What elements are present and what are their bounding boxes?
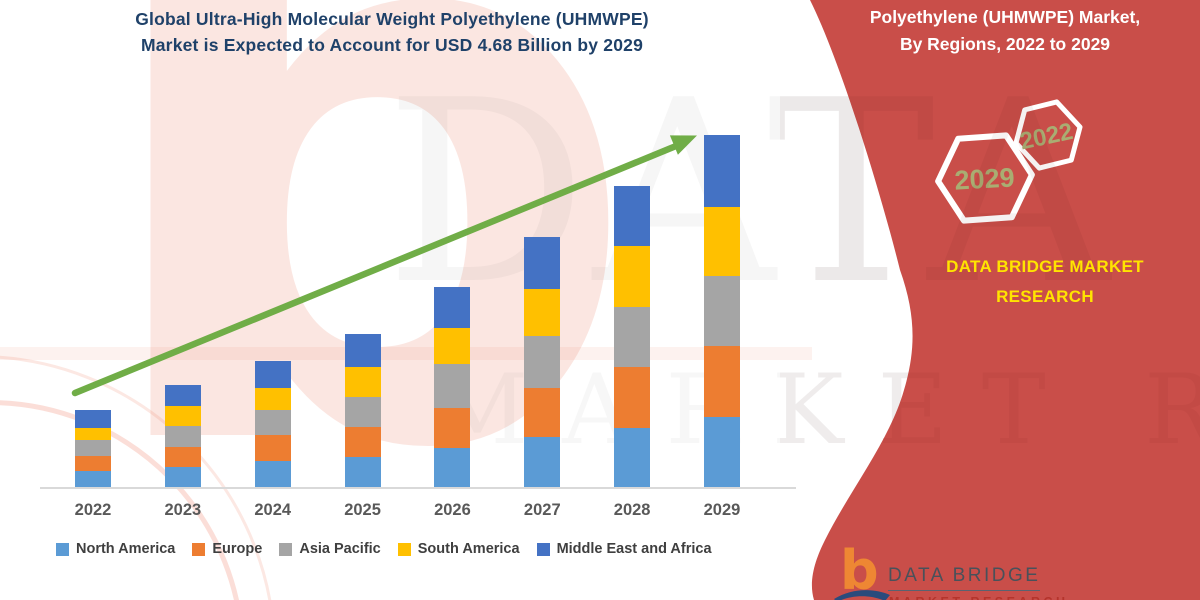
bar-2026 [434,286,471,487]
segment-2022-north-america [75,471,111,487]
brand-text-line1: DATA BRIDGE MARKET [946,257,1144,276]
segment-2024-north-america [254,461,291,487]
segment-2027-middle-east-and-africa [524,236,561,289]
brand-text: DATA BRIDGE MARKET RESEARCH [880,252,1200,312]
x-axis-label-2023: 2023 [164,501,202,519]
chart-title-line1: Global Ultra-High Molecular Weight Polye… [135,9,649,29]
bar-2025 [344,334,381,487]
x-axis-label-2022: 2022 [74,501,112,519]
side-panel: 2029 2022 [810,0,1200,600]
segment-2023-europe [164,447,201,468]
bar-2029 [703,135,740,487]
segment-2025-south-america [344,367,381,397]
logo-b-icon: b [840,539,879,600]
segment-2026-asia-pacific [434,364,471,409]
segment-2022-europe [75,456,111,472]
segment-2023-north-america [164,467,201,487]
legend-label: South America [417,541,520,557]
logo-name: DATA BRIDGE [888,565,1041,591]
side-panel-title: Polyethylene (UHMWPE) Market, By Regions… [828,4,1182,58]
legend-item-south-america: South America [397,541,520,557]
segment-2022-middle-east-and-africa [75,409,111,428]
segment-2027-north-america [524,437,561,487]
x-axis-label-2025: 2025 [344,501,381,519]
segment-2029-middle-east-and-africa [703,135,740,207]
segment-2027-south-america [524,288,561,336]
legend-label: Asia Pacific [299,541,381,557]
segment-2025-asia-pacific [344,396,381,427]
logo-subtitle: MARKET RESEARCH [889,595,1069,600]
segment-2022-asia-pacific [75,440,111,457]
legend-swatch-icon [536,542,550,556]
segment-2026-south-america [434,328,471,365]
segment-2022-south-america [75,427,111,441]
brand-text-line2: RESEARCH [996,287,1094,306]
databridge-logo: b DATA BRIDGE MARKET RESEARCH [834,544,1196,600]
segment-2028-europe [614,367,651,429]
segment-2028-asia-pacific [614,306,651,368]
x-axis-label-2028: 2028 [613,501,651,519]
segment-2028-south-america [614,245,651,307]
x-axis-line [40,487,796,489]
segment-2027-europe [524,387,561,438]
side-panel-title-line2: By Regions, 2022 to 2029 [899,34,1111,54]
legend-swatch-icon [56,542,69,556]
segment-2024-south-america [254,387,291,411]
legend-label: Europe [212,541,263,557]
segment-2023-middle-east-and-africa [164,385,201,406]
bar-2024 [254,360,291,487]
segment-2026-north-america [434,447,471,487]
side-panel-title-line1: Polyethylene (UHMWPE) Market, [869,7,1141,27]
segment-2024-middle-east-and-africa [254,360,291,388]
segment-2026-europe [434,408,471,448]
x-axis-label-2029: 2029 [703,501,741,519]
bar-2023 [164,385,201,487]
side-panel-background [810,0,1200,600]
legend-item-middle-east-and-africa: Middle East and Africa [536,541,712,557]
legend-swatch-icon [397,542,411,556]
chart-title: Global Ultra-High Molecular Weight Polye… [0,6,784,58]
bar-2028 [614,186,651,487]
legend-label: Middle East and Africa [556,541,712,557]
segment-2025-europe [344,426,381,457]
legend-swatch-icon [279,542,293,556]
legend-item-asia-pacific: Asia Pacific [279,541,381,557]
bar-2027 [524,236,561,487]
segment-2029-north-america [703,417,740,487]
segment-2029-europe [703,346,740,418]
segment-2026-middle-east-and-africa [434,286,471,329]
segment-2025-middle-east-and-africa [344,334,381,368]
chart-legend: North America Europe Asia Pacific South Ame… [56,541,712,557]
legend-swatch-icon [192,542,206,556]
x-axis-label-2026: 2026 [434,501,471,519]
segment-2028-middle-east-and-africa [614,186,651,246]
hexagon-2029-label: 2029 [954,162,1016,195]
segment-2029-south-america [703,206,740,276]
segment-2023-south-america [164,405,201,427]
segment-2024-europe [254,435,291,462]
legend-label: North America [76,541,176,557]
hexagon-2022-icon [1013,99,1083,171]
segment-2024-asia-pacific [254,410,291,436]
x-axis-label-2027: 2027 [523,501,561,519]
hexagon-2029-icon [935,132,1035,224]
legend-item-north-america: North America [56,541,175,557]
segment-2025-north-america [344,456,381,487]
segment-2028-north-america [614,428,651,487]
segment-2023-asia-pacific [164,426,201,448]
segment-2029-asia-pacific [703,275,740,347]
segment-2027-asia-pacific [524,335,561,388]
chart-title-line2: Market is Expected to Account for USD 4.… [140,35,644,55]
logo-swoosh-icon [834,590,890,600]
legend-item-europe: Europe [192,541,262,557]
bar-2022 [75,409,111,487]
x-axis-label-2024: 2024 [254,501,292,519]
